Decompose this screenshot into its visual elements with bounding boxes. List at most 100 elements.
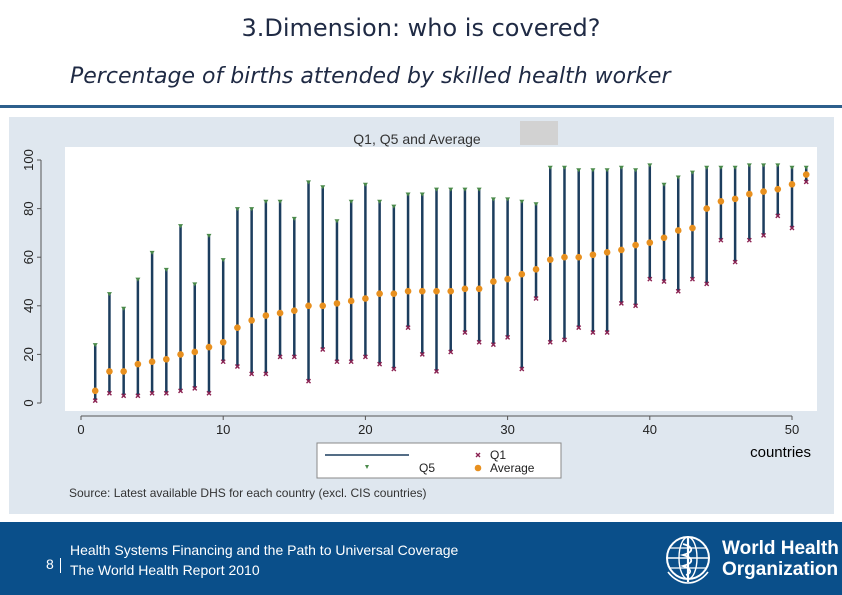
average-point-38	[618, 246, 625, 254]
average-point-31	[518, 270, 526, 278]
q1-point-31	[519, 366, 525, 372]
q5-point-25	[434, 187, 439, 192]
q1-point-12	[249, 371, 255, 377]
average-point-13	[262, 312, 270, 319]
y-tick-label-0: 0	[21, 399, 36, 406]
slide-subtitle: Percentage of births attended by skilled…	[70, 64, 671, 89]
average-point-9	[205, 343, 213, 351]
average-point-23	[404, 287, 412, 295]
average-point-2	[106, 368, 113, 375]
q5-point-51	[803, 165, 809, 170]
y-tick-label-60: 60	[21, 250, 36, 264]
q1-point-39	[633, 303, 639, 309]
q1-point-51	[803, 179, 809, 185]
average-point-50	[788, 181, 796, 188]
q1-point-34	[561, 337, 567, 343]
legend-average-swatch	[474, 464, 482, 472]
q1-point-50	[789, 225, 795, 231]
q1-point-18	[334, 359, 340, 365]
q5-point-18	[334, 219, 340, 224]
y-tick-label-80: 80	[21, 201, 36, 215]
q1-point-33	[547, 339, 553, 345]
q5-point-47	[746, 163, 752, 168]
average-point-3	[120, 368, 127, 375]
q5-point-7	[178, 224, 184, 229]
y-tick-label-20: 20	[21, 347, 36, 361]
average-point-42	[674, 227, 682, 234]
q1-point-5	[149, 390, 155, 396]
legend-q1-swatch	[475, 452, 481, 458]
q5-point-35	[576, 168, 582, 173]
q5-point-4	[135, 277, 141, 282]
q5-point-15	[291, 216, 297, 221]
chart-source: Source: Latest available DHS for each co…	[69, 486, 427, 500]
average-point-43	[689, 224, 696, 232]
average-point-8	[191, 348, 199, 356]
x-tick-label-40: 40	[643, 422, 657, 437]
chart-marks	[91, 163, 810, 404]
average-point-35	[575, 253, 582, 261]
x-tick-label-20: 20	[358, 422, 372, 437]
q1-point-49	[775, 213, 781, 219]
q5-point-31	[519, 199, 525, 204]
q1-point-4	[135, 393, 141, 399]
average-point-46	[731, 195, 739, 203]
q5-point-30	[505, 197, 511, 202]
average-point-25	[433, 287, 440, 295]
q1-point-28	[476, 339, 482, 345]
q5-point-43	[689, 170, 695, 175]
footer-report-subtitle: The World Health Report 2010	[70, 562, 260, 578]
average-point-34	[561, 253, 568, 261]
average-point-26	[447, 287, 455, 295]
who-wordmark-line2: Organization	[722, 559, 839, 580]
q5-point-14	[277, 199, 283, 204]
q5-point-33	[547, 165, 553, 170]
page-number-separator	[60, 558, 61, 573]
q5-point-44	[704, 165, 710, 170]
q1-point-24	[419, 351, 425, 357]
average-point-37	[603, 249, 611, 256]
q5-point-12	[249, 207, 255, 212]
x-tick-label-10: 10	[216, 422, 230, 437]
q1-point-35	[576, 325, 582, 331]
average-point-41	[660, 234, 668, 242]
average-point-48	[760, 188, 767, 195]
page-number: 8	[46, 556, 54, 572]
q1-point-46	[732, 259, 738, 265]
q5-point-42	[675, 175, 681, 180]
x-tick-label-50: 50	[785, 422, 799, 437]
q1-point-48	[761, 232, 767, 238]
footer-bar: 8 Health Systems Financing and the Path …	[0, 522, 842, 595]
x-axis-label: countries	[750, 444, 811, 461]
y-tick-label-100: 100	[21, 149, 36, 171]
q5-point-5	[149, 250, 155, 255]
q5-point-40	[647, 163, 653, 168]
average-point-7	[177, 351, 184, 358]
average-point-20	[362, 295, 369, 302]
legend-box	[316, 442, 562, 479]
q5-point-16	[306, 180, 312, 185]
average-point-44	[703, 205, 710, 212]
average-point-30	[504, 275, 511, 283]
q5-point-11	[234, 207, 240, 212]
average-point-4	[134, 360, 142, 368]
title-patch	[520, 121, 558, 145]
q1-point-13	[263, 371, 269, 377]
average-point-45	[717, 198, 725, 205]
average-point-5	[148, 358, 156, 365]
x-tick-label-0: 0	[77, 422, 84, 437]
q1-point-26	[448, 349, 454, 355]
q1-point-23	[405, 325, 411, 331]
average-point-10	[219, 338, 227, 346]
average-point-40	[646, 239, 654, 246]
q1-point-11	[234, 364, 240, 370]
q1-point-21	[377, 361, 383, 367]
q5-point-28	[476, 187, 482, 192]
q5-point-20	[362, 182, 368, 187]
q1-point-25	[434, 368, 439, 374]
q1-point-32	[533, 296, 539, 302]
plot-background	[65, 147, 817, 411]
average-point-32	[532, 266, 540, 273]
chart-svg: Q1, Q5 and Average 0 20 40 60 80 100 0 10 20 30 4…	[21, 121, 817, 500]
q1-point-15	[291, 354, 297, 360]
